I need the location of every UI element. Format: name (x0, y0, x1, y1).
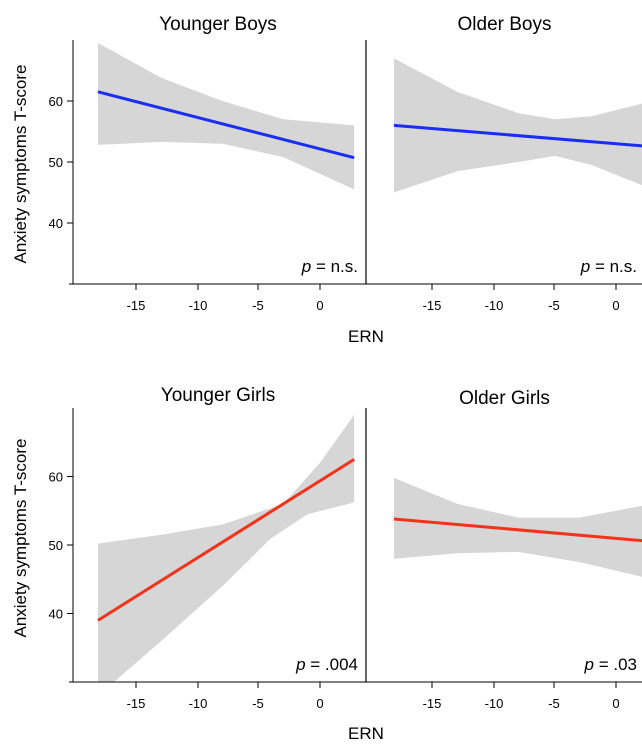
x-tick-label: -5 (548, 298, 560, 313)
p-value: = .004 (306, 655, 358, 674)
y-tick-label: 60 (49, 94, 63, 109)
panel-younger-boys: -15 -10 -5 0 40 50 60 Younger Boys p = n.s. (49, 14, 363, 313)
x-tick-label: 0 (612, 696, 619, 711)
x-tick-label: -15 (423, 696, 442, 711)
x-tick-label: -10 (485, 696, 504, 711)
p-value: = n.s. (311, 257, 358, 276)
panel-younger-girls: -15 -10 -5 0 40 50 60 Younger Girls p = .004 (49, 385, 363, 711)
x-tick-label: 0 (612, 298, 619, 313)
panel-title: Older Girls (459, 388, 550, 409)
p-symbol: p (580, 257, 590, 276)
y-axis-title-bottom: Anxiety symptoms T-score (11, 438, 30, 637)
confidence-band (97, 414, 355, 682)
x-tick-label: -10 (485, 298, 504, 313)
y-tick-label: 40 (49, 607, 63, 622)
y-tick-label: 40 (49, 216, 63, 231)
confidence-band (97, 43, 355, 190)
panel-older-girls: -15 -10 -5 0 Older Girls p = .03 (363, 388, 642, 711)
panel-title: Younger Boys (159, 14, 277, 35)
panel-title: Older Boys (458, 14, 552, 35)
confidence-band (393, 58, 642, 193)
x-tick-label: 0 (316, 298, 323, 313)
panel-title: Younger Girls (161, 385, 275, 406)
confidence-band (393, 477, 642, 577)
panel-older-boys: -15 -10 -5 0 Older Boys p = n.s. (363, 14, 642, 313)
y-tick-label: 60 (49, 470, 63, 485)
p-symbol: p (301, 257, 311, 276)
x-tick-label: -15 (423, 298, 442, 313)
x-axis-title-top: ERN (348, 327, 384, 346)
p-value-label: p = .004 (295, 655, 358, 674)
p-value: = .03 (594, 655, 637, 674)
x-tick-label: -5 (252, 298, 264, 313)
x-tick-label: -5 (548, 696, 560, 711)
x-tick-label: -15 (127, 696, 146, 711)
x-tick-label: -10 (189, 696, 208, 711)
p-symbol: p (295, 655, 305, 674)
y-tick-label: 50 (49, 538, 63, 553)
y-tick-label: 50 (49, 155, 63, 170)
y-axis-title-top: Anxiety symptoms T-score (11, 64, 30, 263)
x-tick-label: -15 (127, 298, 146, 313)
regression-line (97, 458, 355, 622)
regression-line (393, 517, 642, 543)
x-tick-label: 0 (316, 696, 323, 711)
p-value-label: p = n.s. (301, 257, 358, 276)
regression-line (393, 123, 642, 148)
x-tick-label: -5 (252, 696, 264, 711)
x-tick-label: -10 (189, 298, 208, 313)
p-value-label: p = n.s. (580, 257, 637, 276)
p-value-label: p = .03 (584, 655, 637, 674)
p-value: = n.s. (590, 257, 637, 276)
regression-line (97, 90, 355, 160)
p-symbol: p (584, 655, 594, 674)
x-axis-title-bottom: ERN (348, 724, 384, 743)
